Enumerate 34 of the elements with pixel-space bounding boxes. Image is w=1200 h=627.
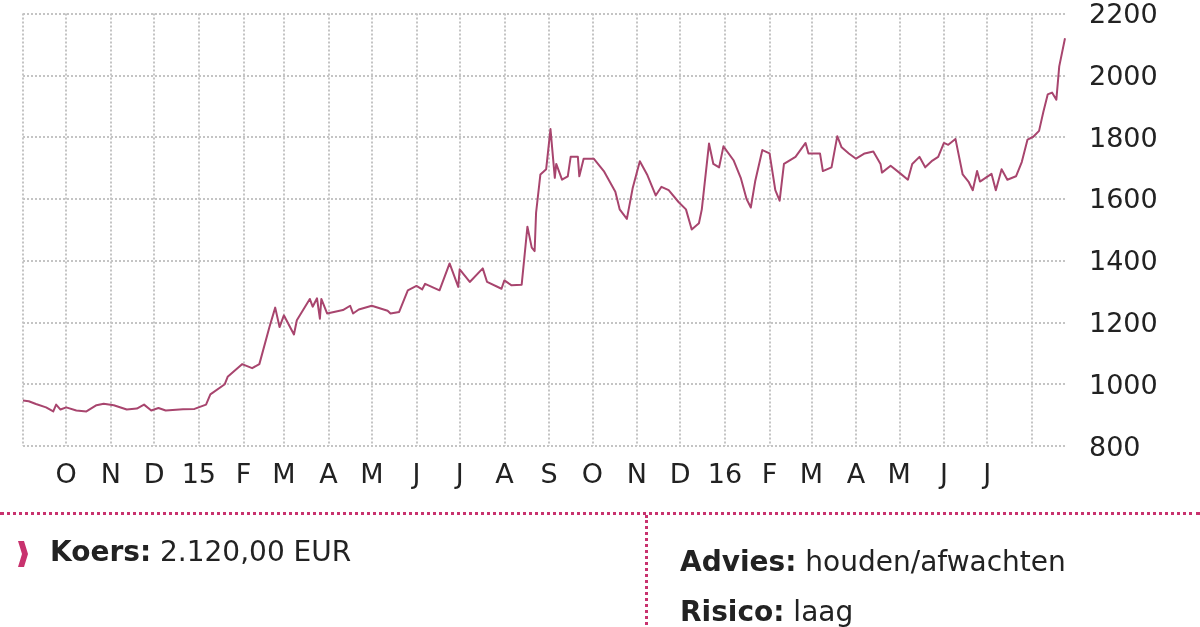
x-tick-label: A <box>495 458 515 489</box>
x-tick-label: A <box>319 458 339 489</box>
y-tick-label: 2200 <box>1089 0 1158 29</box>
x-tick-label: D <box>669 458 691 489</box>
y-tick-label: 1400 <box>1089 245 1158 277</box>
text: Risico: laag <box>680 595 854 627</box>
line-series <box>22 37 1066 413</box>
x-tick-label: O <box>55 458 77 489</box>
x-tick-label: 16 <box>707 458 743 489</box>
x-tick-label: J <box>453 458 464 489</box>
x-tick-label: M <box>887 458 911 489</box>
x-tick-label: M <box>360 458 384 489</box>
y-tick-label: 800 <box>1089 430 1141 462</box>
y-tick-label: 1000 <box>1089 368 1158 400</box>
x-tick-label: D <box>143 458 165 489</box>
y-tick-label: 1200 <box>1089 306 1158 338</box>
x-tick-label: A <box>846 458 866 489</box>
x-tick-label: F <box>761 458 778 489</box>
x-tick-label: M <box>272 458 296 489</box>
x-tick-label: J <box>937 458 948 489</box>
x-tick-label: F <box>235 458 252 489</box>
x-tick-label: J <box>410 458 421 489</box>
x-tick-label: N <box>100 458 122 489</box>
x-tick-label: J <box>981 458 992 489</box>
x-tick-label: S <box>540 458 558 489</box>
text: Advies: houden/afwachten <box>680 545 1066 578</box>
y-tick-label: 2000 <box>1089 59 1158 91</box>
x-tick-label: 15 <box>181 458 217 489</box>
y-tick-label: 1600 <box>1089 183 1158 215</box>
y-tick-label: 1800 <box>1089 121 1158 153</box>
x-tick-label: M <box>799 458 823 489</box>
x-tick-label: O <box>581 458 603 489</box>
text: Koers: 2.120,00 EUR <box>50 535 352 568</box>
x-tick-label: N <box>626 458 648 489</box>
